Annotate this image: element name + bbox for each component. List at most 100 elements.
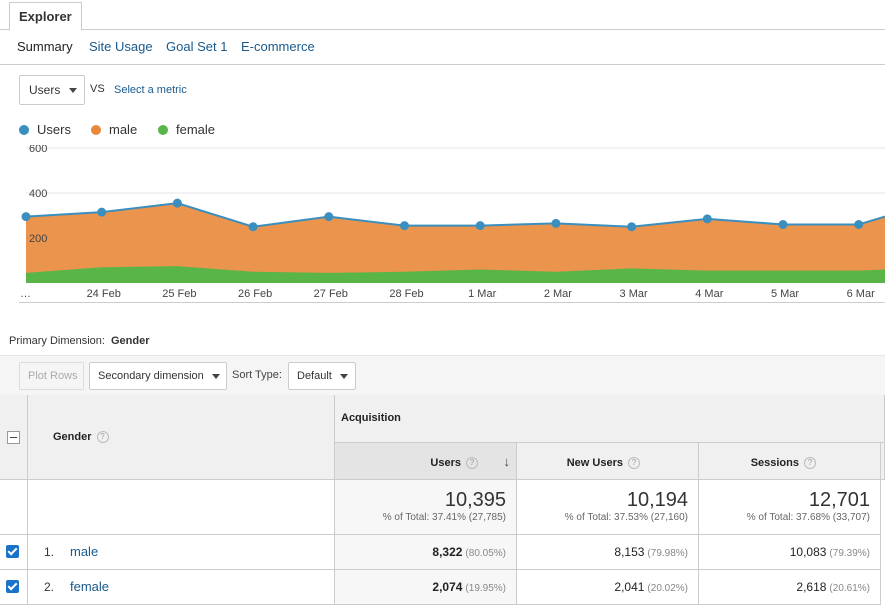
chart-divider <box>19 302 885 303</box>
tab-bar: Explorer <box>0 0 885 31</box>
column-header-new-users[interactable]: New Users? <box>517 443 699 480</box>
users-point <box>21 212 31 222</box>
users-point <box>97 207 107 217</box>
chevron-down-icon <box>340 374 348 379</box>
y-tick-label: 200 <box>29 233 47 245</box>
subnav-goal-set-1[interactable]: Goal Set 1 <box>166 39 228 54</box>
users-timeline-chart: 200 400 600 … 24 Feb 25 Feb 26 Feb 27 Feb 28 Feb… <box>20 145 885 300</box>
select-all-checkbox[interactable] <box>7 431 20 444</box>
sort-descending-icon: ↓ <box>503 454 511 469</box>
primary-dimension-label: Primary Dimension: <box>9 335 105 347</box>
users-point <box>627 222 637 232</box>
acquisition-group-label: Acquisition <box>341 412 401 424</box>
x-tick-label: 25 Feb <box>162 288 196 300</box>
vs-label: VS <box>90 83 105 95</box>
x-tick-label: 4 Mar <box>695 288 723 300</box>
sort-type-label: Sort Type: <box>232 369 282 381</box>
cell-users: 2,074 (19.95%) <box>335 570 517 605</box>
total-percent: % of Total: 37.53% (27,160) <box>564 512 688 523</box>
y-tick-label: 400 <box>29 188 47 200</box>
users-point <box>854 220 864 229</box>
x-tick-label: 24 Feb <box>87 288 121 300</box>
row-checkbox[interactable] <box>6 580 19 593</box>
x-tick-label: 26 Feb <box>238 288 272 300</box>
users-point <box>248 222 258 232</box>
users-point <box>702 214 712 224</box>
plot-rows-button[interactable]: Plot Rows <box>19 362 84 390</box>
primary-dimension: Primary Dimension: Gender <box>9 335 149 347</box>
legend-dot-icon <box>91 124 101 135</box>
x-tick-label: 27 Feb <box>314 288 348 300</box>
legend-label: female <box>176 122 216 137</box>
x-tick-label: 3 Mar <box>620 288 648 300</box>
sort-type-dropdown[interactable]: Default <box>288 362 356 390</box>
total-percent: % of Total: 37.41% (27,785) <box>382 512 506 523</box>
secondary-dimension-label: Secondary dimension <box>98 370 204 382</box>
help-icon[interactable]: ? <box>96 431 109 444</box>
report-subnav: Summary Site Usage Goal Set 1 E-commerce <box>0 31 885 65</box>
totals-new-users: 10,194 % of Total: 37.53% (27,160) <box>517 480 699 535</box>
users-point <box>324 212 334 222</box>
totals-users: 10,395 % of Total: 37.41% (27,785) <box>335 480 517 535</box>
column-header-sessions[interactable]: Sessions? <box>699 443 881 480</box>
total-value: 10,194 <box>626 489 688 511</box>
legend-dot-icon <box>158 124 168 135</box>
total-percent: % of Total: 37.68% (33,707) <box>746 512 870 523</box>
chevron-down-icon <box>69 88 77 93</box>
table-toolbar: Plot Rows Secondary dimension Sort Type:… <box>0 355 885 395</box>
legend-label: Users <box>37 122 71 137</box>
female-area <box>26 266 885 283</box>
row-index: 1. <box>44 545 55 559</box>
legend-label: male <box>109 122 138 137</box>
data-table: Gender? Acquisition Users? ↓ New Users? … <box>0 395 885 608</box>
users-point <box>172 198 182 208</box>
row-checkbox[interactable] <box>6 545 19 558</box>
acquisition-group-header: Acquisition <box>335 395 885 443</box>
select-metric-link[interactable]: Select a metric <box>114 84 187 96</box>
x-tick-label: 2 Mar <box>544 288 572 300</box>
totals-check-cell <box>0 480 28 535</box>
dimension-header[interactable]: Gender? <box>28 395 335 480</box>
table-row-checkbox-cell <box>0 535 28 570</box>
users-point <box>475 221 485 231</box>
secondary-dimension-dropdown[interactable]: Secondary dimension <box>89 362 227 390</box>
help-icon[interactable]: ? <box>466 457 478 470</box>
x-tick-label: 28 Feb <box>389 288 423 300</box>
cell-sessions: 2,618 (20.61%) <box>699 570 881 605</box>
x-tick-label: 1 Mar <box>468 288 496 300</box>
users-point <box>551 218 561 228</box>
minus-icon <box>10 437 17 438</box>
legend-item-users[interactable]: Users <box>19 122 71 137</box>
subnav-site-usage[interactable]: Site Usage <box>89 39 153 54</box>
dimension-header-label: Gender? <box>53 431 109 444</box>
metric-dropdown[interactable]: Users <box>19 75 85 105</box>
legend-item-female[interactable]: female <box>158 122 215 137</box>
tab-explorer[interactable]: Explorer <box>9 2 82 31</box>
select-all-cell <box>0 395 28 480</box>
column-header-overflow <box>881 443 885 480</box>
subnav-summary[interactable]: Summary <box>17 39 73 54</box>
column-header-users[interactable]: Users? ↓ <box>335 443 517 480</box>
cell-new-users: 2,041 (20.02%) <box>517 570 699 605</box>
users-point <box>778 220 788 229</box>
row-index: 2. <box>44 580 55 594</box>
x-tick-label: … <box>20 288 31 300</box>
primary-dimension-value[interactable]: Gender <box>110 335 150 347</box>
help-icon[interactable]: ? <box>628 457 640 470</box>
totals-sessions: 12,701 % of Total: 37.68% (33,707) <box>699 480 881 535</box>
row-dimension-link[interactable]: female <box>70 579 110 594</box>
legend-item-male[interactable]: male <box>91 122 137 137</box>
table-row-checkbox-cell <box>0 570 28 605</box>
users-point <box>400 221 409 231</box>
table-row: 2. female <box>28 570 335 605</box>
totals-label-cell <box>28 480 335 535</box>
metric-dropdown-value: Users <box>29 83 61 97</box>
subnav-ecommerce[interactable]: E-commerce <box>241 39 315 54</box>
legend-dot-icon <box>19 124 29 135</box>
x-tick-label: 5 Mar <box>771 288 799 300</box>
help-icon[interactable]: ? <box>804 457 816 470</box>
y-tick-label: 600 <box>29 145 47 155</box>
cell-new-users: 8,153 (79.98%) <box>517 535 699 570</box>
row-dimension-link[interactable]: male <box>70 544 99 559</box>
sort-type-value: Default <box>297 370 332 382</box>
